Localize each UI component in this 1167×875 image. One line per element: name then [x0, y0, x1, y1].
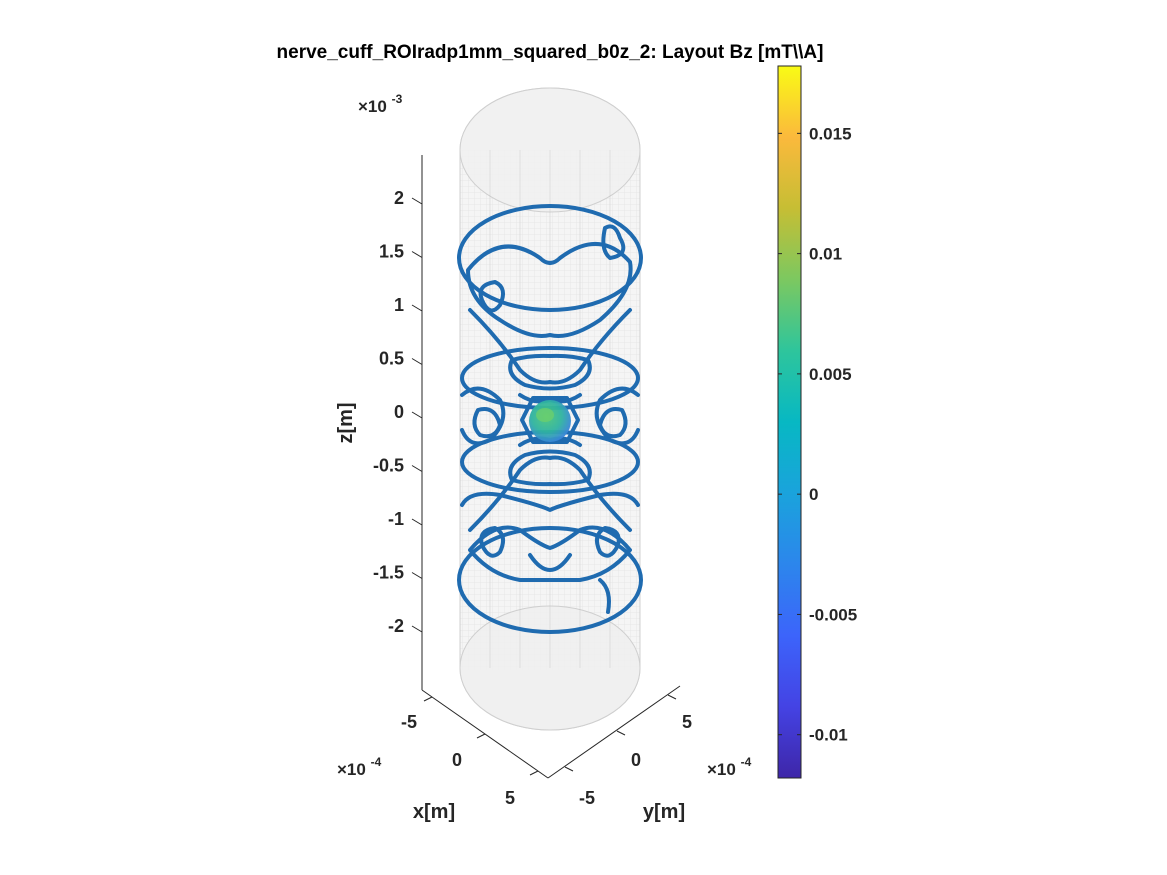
x-tick-mark	[423, 696, 433, 702]
coil-loop	[508, 449, 592, 487]
z-axis-label: z[m]	[335, 402, 357, 443]
colorbar-tick-label: 0	[809, 485, 818, 504]
z-tick-label: -1	[388, 509, 404, 529]
coil-loop	[460, 386, 506, 446]
z-tick-label: -2	[388, 616, 404, 636]
coil-loop	[466, 242, 633, 338]
y-tick-mark	[616, 730, 626, 736]
z-tick-mark	[411, 358, 423, 365]
x-exponent: ×10 -4	[337, 755, 382, 779]
coil-loop	[528, 553, 572, 572]
coil-loop	[457, 526, 643, 634]
coil-loop	[468, 455, 632, 532]
y-tick-label: 5	[682, 712, 692, 732]
x-exponent-power: -4	[371, 755, 382, 769]
x-tick-group: -5 0 5	[401, 696, 539, 808]
coil-loop	[594, 386, 640, 446]
y-tick-group: 5 0 -5	[564, 694, 692, 808]
z-tick-mark	[411, 518, 423, 526]
x-tick-label: 5	[505, 788, 515, 808]
coil-loop	[457, 204, 643, 312]
z-tick-label: -0.5	[373, 456, 404, 476]
z-exponent: ×10 -3	[358, 92, 403, 116]
y-axis-label: y[m]	[643, 801, 685, 823]
y-exponent-power: -4	[741, 755, 752, 769]
x-tick-mark	[529, 770, 539, 776]
z-tick-label: 1.5	[379, 242, 404, 262]
z-exponent-base: ×10	[358, 97, 387, 116]
z-tick-group: 2 1.5 1 0.5 0 -0.5 -1 -1.5 -2	[373, 188, 423, 636]
z-tick-label: -1.5	[373, 563, 404, 583]
z-tick-mark	[411, 572, 423, 579]
coil-loop	[468, 525, 632, 582]
y-tick-mark	[667, 694, 677, 700]
chart-title: nerve_cuff_ROIradp1mm_squared_b0z_2: Lay…	[277, 42, 824, 63]
colorbar: 0.015 0.01 0.005 0 -0.005 -0.01	[777, 65, 857, 779]
colorbar-gradient	[777, 65, 802, 779]
coil-loop	[598, 407, 628, 439]
y-tick-label: -5	[579, 788, 595, 808]
coil-loop	[478, 280, 506, 313]
y-axis-line	[547, 685, 681, 779]
y-exponent-base: ×10	[707, 760, 736, 779]
y-exponent: ×10 -4	[707, 755, 752, 779]
x-tick-label: 0	[452, 750, 462, 770]
z-tick-mark	[411, 197, 423, 205]
coil-loop	[594, 526, 621, 558]
y-tick-mark	[564, 766, 574, 772]
z-tick-label: 0	[394, 402, 404, 422]
x-tick-label: -5	[401, 712, 417, 732]
x-exponent-base: ×10	[337, 760, 366, 779]
z-tick-label: 2	[394, 188, 404, 208]
colorbar-tick-label: 0.015	[809, 124, 852, 143]
x-tick-mark	[476, 733, 486, 739]
colorbar-tick-group: 0.015 0.01 0.005 0 -0.005 -0.01	[778, 124, 857, 745]
z-tick-mark	[411, 465, 423, 472]
coil-loop	[601, 224, 626, 260]
coil-loop	[520, 396, 580, 444]
z-tick-label: 1	[394, 295, 404, 315]
coil-loop	[460, 491, 640, 512]
z-exponent-power: -3	[392, 92, 403, 106]
z-tick-mark	[411, 304, 423, 312]
colorbar-tick-label: 0.005	[809, 365, 852, 384]
z-tick-mark	[411, 411, 423, 419]
z-tick-label: 0.5	[379, 349, 404, 369]
coil-loop	[598, 578, 611, 614]
y-tick-label: 0	[631, 750, 641, 770]
coil-loop	[472, 407, 502, 439]
colorbar-tick-label: 0.01	[809, 245, 842, 264]
coil-loop	[479, 526, 506, 558]
coil-loop	[508, 353, 592, 391]
colorbar-tick-label: -0.01	[809, 726, 848, 745]
z-tick-mark	[411, 251, 423, 258]
z-tick-mark	[411, 625, 423, 633]
colorbar-tick-label: -0.005	[809, 605, 857, 624]
roi-sphere-body	[529, 400, 571, 442]
roi-sphere	[529, 400, 571, 442]
x-axis-label: x[m]	[413, 801, 455, 823]
roi-sphere-highlight	[536, 408, 554, 422]
